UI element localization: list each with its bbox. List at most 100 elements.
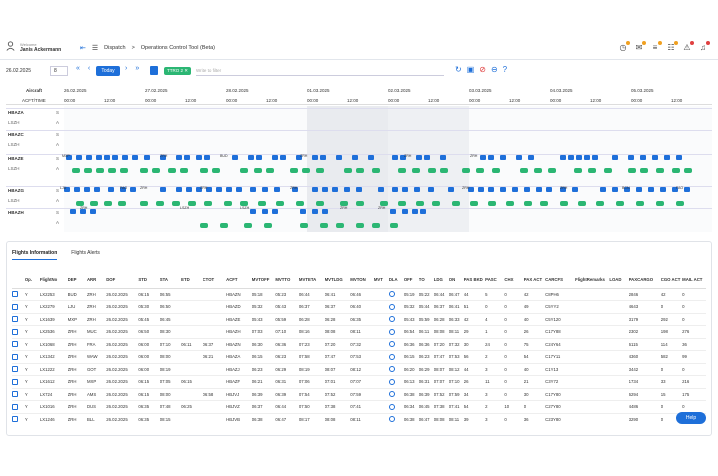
- ground-bar[interactable]: [76, 201, 84, 206]
- flight-bar[interactable]: [66, 155, 72, 160]
- ground-bar[interactable]: [140, 168, 148, 173]
- ground-bar[interactable]: [220, 223, 228, 228]
- flight-bar[interactable]: [320, 155, 326, 160]
- flight-bar[interactable]: [512, 187, 518, 192]
- flight-bar[interactable]: [488, 187, 494, 192]
- mail-icon[interactable]: ✉: [634, 41, 646, 54]
- flight-bar[interactable]: [90, 209, 96, 214]
- ground-bar[interactable]: [120, 168, 128, 173]
- flight-bar[interactable]: [390, 209, 396, 214]
- list-icon[interactable]: ≡: [650, 41, 662, 54]
- collapse-sidebar-icon[interactable]: ⇤: [80, 45, 86, 52]
- table-row[interactable]: Y LX1246 ZRH BLL 26.02.2025 06:35 08:15 HBJVB 06…: [12, 413, 706, 422]
- flight-bar[interactable]: [560, 187, 566, 192]
- user-profile[interactable]: Welcome Janis Ackermann: [6, 41, 61, 53]
- flight-bar[interactable]: [280, 155, 286, 160]
- edit-icon[interactable]: [12, 403, 18, 410]
- flight-bar[interactable]: [412, 209, 418, 214]
- flight-bar[interactable]: [392, 155, 398, 160]
- ground-bar[interactable]: [224, 201, 232, 206]
- edit-icon[interactable]: [12, 391, 18, 398]
- ground-bar[interactable]: [506, 201, 514, 206]
- ground-bar[interactable]: [290, 168, 298, 173]
- flight-bar[interactable]: [184, 155, 190, 160]
- aircraft-row[interactable]: HBAZG S LSZH A: [6, 188, 712, 208]
- column-header[interactable]: CHX: [504, 272, 524, 289]
- cancel-icon[interactable]: ⊘: [479, 65, 486, 74]
- flight-bar[interactable]: [64, 187, 70, 192]
- ground-bar[interactable]: [104, 201, 112, 206]
- flight-bar[interactable]: [648, 187, 654, 192]
- flight-bar[interactable]: [672, 187, 678, 192]
- flight-bar[interactable]: [186, 187, 192, 192]
- ground-bar[interactable]: [96, 168, 104, 173]
- ground-bar[interactable]: [244, 223, 252, 228]
- flight-bar[interactable]: [528, 155, 534, 160]
- ground-bar[interactable]: [340, 201, 348, 206]
- flight-bar[interactable]: [592, 155, 598, 160]
- edit-icon[interactable]: [12, 316, 18, 323]
- ground-bar[interactable]: [300, 223, 308, 228]
- clock-icon[interactable]: [388, 341, 395, 348]
- ground-bar[interactable]: [200, 168, 208, 173]
- ground-bar[interactable]: [108, 168, 116, 173]
- ground-bar[interactable]: [356, 223, 364, 228]
- column-header[interactable]: LOAD: [609, 272, 629, 289]
- column-header[interactable]: CTOT: [202, 272, 227, 289]
- table-row[interactable]: Y LX1342 ZRH WAW 26.02.2025 06:00 08:00 06:21 HB…: [12, 350, 706, 364]
- double-right-icon[interactable]: »: [135, 65, 140, 72]
- flight-bar[interactable]: [176, 155, 182, 160]
- column-header[interactable]: [12, 272, 25, 289]
- ground-bar[interactable]: [152, 168, 160, 173]
- ground-bar[interactable]: [656, 201, 664, 206]
- clock-icon[interactable]: [388, 303, 395, 310]
- flight-bar[interactable]: [292, 187, 298, 192]
- table-row[interactable]: Y LX1068 ZRH FRA 26.02.2025 06:00 07:10 06:11 06…: [12, 338, 706, 351]
- ground-bar[interactable]: [398, 168, 406, 173]
- flight-bar[interactable]: [524, 187, 530, 192]
- flight-bar[interactable]: [236, 187, 242, 192]
- flight-bar[interactable]: [160, 187, 166, 192]
- ground-bar[interactable]: [240, 168, 248, 173]
- edit-icon[interactable]: [12, 416, 18, 422]
- flight-bar[interactable]: [356, 187, 362, 192]
- ground-bar[interactable]: [578, 201, 586, 206]
- ground-bar[interactable]: [428, 168, 436, 173]
- flight-bar[interactable]: [640, 155, 646, 160]
- settings-icon[interactable]: ⊖: [490, 65, 498, 74]
- flight-bar[interactable]: [176, 187, 182, 192]
- help-icon[interactable]: ?: [502, 65, 508, 74]
- table-row[interactable]: Y LX2536 ZRH MUC 26.02.2025 06:50 08:30 HBAZH 07…: [12, 325, 706, 339]
- clock-icon[interactable]: [388, 366, 395, 373]
- ground-bar[interactable]: [254, 168, 262, 173]
- ground-bar[interactable]: [266, 168, 274, 173]
- table-row[interactable]: Y LX1639 MXP ZRH 26.02.2025 05:45 06:45 HBAZE 05…: [12, 313, 706, 326]
- table-row[interactable]: Y LX2279 LJU ZRH 26.02.2025 05:30 06:50 HBAZD 05…: [12, 300, 706, 314]
- column-header[interactable]: LDG: [433, 272, 449, 289]
- ground-bar[interactable]: [390, 223, 398, 228]
- column-header[interactable]: MVTOFF: [251, 272, 276, 289]
- clock-icon[interactable]: [388, 316, 395, 323]
- ground-bar[interactable]: [524, 201, 532, 206]
- ground-bar[interactable]: [640, 168, 648, 173]
- flight-bar[interactable]: [400, 155, 406, 160]
- ground-bar[interactable]: [258, 201, 266, 206]
- column-header[interactable]: DEP: [67, 272, 87, 289]
- ground-bar[interactable]: [172, 201, 180, 206]
- flight-bar[interactable]: [344, 187, 350, 192]
- ground-bar[interactable]: [84, 168, 92, 173]
- flight-bar[interactable]: [416, 155, 422, 160]
- column-header[interactable]: PAS BKD: [463, 272, 486, 289]
- ground-bar[interactable]: [212, 168, 220, 173]
- clock-icon[interactable]: [388, 378, 395, 385]
- column-header[interactable]: TO: [418, 272, 434, 289]
- flight-bar[interactable]: [568, 155, 574, 160]
- flight-bar[interactable]: [332, 187, 338, 192]
- flight-bar[interactable]: [424, 155, 430, 160]
- flight-bar[interactable]: [428, 187, 434, 192]
- flight-bar[interactable]: [86, 155, 92, 160]
- ground-bar[interactable]: [492, 168, 500, 173]
- flight-bar[interactable]: [478, 187, 484, 192]
- ground-bar[interactable]: [462, 168, 470, 173]
- flight-bar[interactable]: [612, 187, 618, 192]
